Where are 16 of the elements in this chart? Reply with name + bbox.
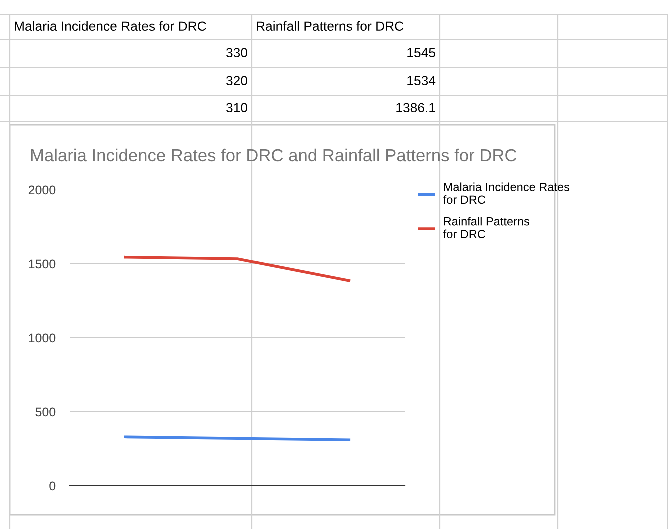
text: 320 (226, 76, 248, 86)
legend-label: Rainfall Patterns for DRC (444, 217, 530, 238)
text: 1386.1 (396, 103, 436, 113)
y-tick-label: 500 (36, 408, 56, 417)
text: 330 (226, 48, 248, 58)
y-tick-label: 1000 (29, 334, 56, 343)
legend-label: Malaria Incidence Rates for DRC (444, 182, 570, 204)
y-tick-label: 0 (50, 482, 56, 491)
text: 1545 (408, 48, 436, 58)
text: 310 (226, 103, 248, 113)
text: 1534 (408, 76, 436, 86)
y-tick-label: 1500 (29, 260, 56, 269)
text: Rainfall Patterns for DRC (257, 21, 404, 32)
text: Malaria Incidence Rates for DRC (15, 21, 206, 32)
chart-title: Malaria Incidence Rates for DRC and Rainfall Patterns for DRC (31, 148, 517, 162)
y-tick-label: 2000 (28, 186, 56, 195)
